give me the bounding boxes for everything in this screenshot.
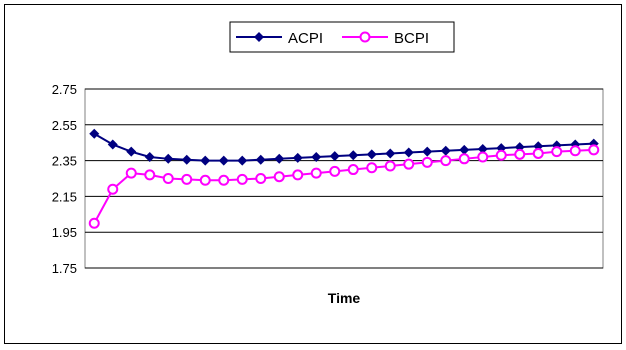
data-point-bcpi	[569, 145, 581, 157]
data-point-bcpi	[329, 165, 341, 177]
data-point-bcpi	[440, 155, 452, 167]
data-point-bcpi	[255, 173, 267, 184]
data-point-acpi	[255, 154, 266, 165]
data-point-acpi	[422, 146, 433, 157]
y-tick-label: 1.95	[52, 225, 77, 240]
data-point-bcpi	[162, 173, 174, 184]
data-point-acpi	[329, 151, 340, 162]
y-tick-label: 2.35	[52, 154, 77, 169]
data-point-bcpi	[384, 160, 396, 172]
data-point-acpi	[181, 154, 192, 165]
data-point-bcpi	[181, 173, 193, 185]
y-tick-label: 2.75	[52, 82, 77, 97]
data-point-acpi	[440, 145, 451, 156]
data-point-acpi	[292, 152, 303, 163]
data-point-bcpi	[88, 217, 100, 229]
legend-label-bcpi: BCPI	[394, 30, 429, 47]
data-point-bcpi	[421, 156, 433, 168]
data-point-bcpi	[125, 167, 137, 179]
legend-label-acpi: ACPI	[288, 30, 323, 47]
data-point-bcpi	[588, 144, 600, 156]
y-tick-label: 2.55	[52, 118, 77, 133]
data-point-bcpi	[495, 149, 507, 161]
data-point-acpi	[385, 148, 396, 159]
plot-area: 1.75 1.95 2.15 2.35 2.55 2.75	[52, 82, 604, 276]
plot-border	[84, 88, 604, 269]
legend-marker-diamond	[254, 32, 264, 42]
data-point-bcpi	[366, 162, 378, 174]
data-point-bcpi	[273, 171, 285, 183]
legend: ACPI BCPI	[229, 21, 455, 53]
x-axis-label: Time	[328, 290, 361, 306]
data-point-acpi	[89, 128, 100, 139]
data-point-bcpi	[532, 147, 544, 159]
data-point-acpi	[126, 146, 137, 157]
data-point-bcpi	[514, 148, 526, 160]
data-point-bcpi	[107, 183, 119, 195]
data-point-acpi	[366, 149, 377, 160]
data-point-bcpi	[144, 169, 156, 181]
data-point-acpi	[348, 150, 359, 161]
data-point-bcpi	[551, 146, 563, 158]
data-point-bcpi	[218, 174, 230, 186]
y-tick-label: 1.75	[52, 261, 77, 276]
data-point-acpi	[403, 147, 414, 158]
data-point-acpi	[200, 155, 211, 166]
data-point-bcpi	[403, 158, 415, 170]
data-point-acpi	[274, 153, 285, 164]
data-point-acpi	[163, 153, 174, 164]
series-line-acpi	[93, 132, 594, 162]
data-point-bcpi	[347, 164, 359, 176]
data-point-acpi	[237, 155, 248, 166]
data-point-acpi	[218, 155, 229, 166]
data-point-bcpi	[199, 174, 211, 186]
series-line-bcpi	[93, 148, 594, 224]
data-point-acpi	[144, 152, 155, 163]
data-point-bcpi	[310, 167, 322, 179]
y-tick-label: 2.15	[52, 189, 77, 204]
data-point-bcpi	[477, 151, 489, 163]
data-point-acpi	[477, 143, 488, 154]
data-point-acpi	[107, 139, 118, 150]
data-point-acpi	[459, 144, 470, 155]
data-point-acpi	[311, 152, 322, 163]
data-point-bcpi	[458, 153, 470, 165]
legend-marker-circle	[359, 31, 371, 43]
data-point-bcpi	[236, 173, 248, 185]
data-point-bcpi	[292, 169, 304, 181]
